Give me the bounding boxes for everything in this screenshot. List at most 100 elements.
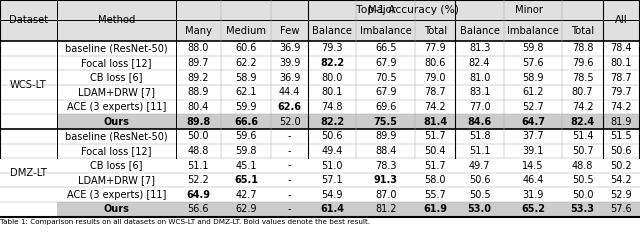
Text: Ours: Ours [104,205,129,215]
Text: 56.6: 56.6 [188,205,209,215]
Text: Balance: Balance [460,26,500,36]
Text: 84.6: 84.6 [468,117,492,127]
Text: 49.4: 49.4 [321,146,343,156]
Text: DMZ-LT: DMZ-LT [10,168,47,178]
Text: 65.1: 65.1 [234,175,258,185]
Text: 77.9: 77.9 [424,43,446,53]
Text: Total: Total [424,26,447,36]
Text: Total: Total [571,26,594,36]
Text: 36.9: 36.9 [279,43,300,53]
Text: 70.5: 70.5 [375,73,397,83]
Text: ACE (3 experts) [11]: ACE (3 experts) [11] [67,190,166,200]
Bar [0,173,640,187]
Text: 14.5: 14.5 [522,161,544,171]
Text: 31.9: 31.9 [522,190,544,200]
Text: ACE (3 experts) [11]: ACE (3 experts) [11] [67,102,166,112]
Text: 51.5: 51.5 [611,131,632,141]
Text: 74.2: 74.2 [424,102,446,112]
Text: Method: Method [98,15,135,26]
Text: Many: Many [185,26,212,36]
Text: 51.7: 51.7 [424,131,446,141]
Text: 89.8: 89.8 [186,117,211,127]
Text: 80.1: 80.1 [321,87,343,97]
Text: 51.1: 51.1 [188,161,209,171]
Text: 88.0: 88.0 [188,43,209,53]
Text: 78.4: 78.4 [611,43,632,53]
Bar [0,143,640,158]
Text: 52.2: 52.2 [188,175,209,185]
Text: WCS-LT: WCS-LT [10,80,47,90]
Text: Focal loss [12]: Focal loss [12] [81,58,152,68]
Text: 46.4: 46.4 [522,175,544,185]
Text: 80.1: 80.1 [611,58,632,68]
Text: 51.4: 51.4 [572,131,593,141]
Bar [0,129,640,143]
Text: 36.9: 36.9 [279,73,300,83]
Text: 49.7: 49.7 [469,161,490,171]
Text: LDAM+DRW [7]: LDAM+DRW [7] [78,175,155,185]
Text: 50.6: 50.6 [469,175,490,185]
Text: 74.2: 74.2 [611,102,632,112]
Text: 78.7: 78.7 [424,87,446,97]
Text: 80.7: 80.7 [572,87,593,97]
Text: 50.5: 50.5 [572,175,593,185]
Text: 66.5: 66.5 [375,43,397,53]
Text: 52.0: 52.0 [278,117,300,127]
Text: 81.4: 81.4 [423,117,447,127]
Text: 62.1: 62.1 [235,87,257,97]
Text: 51.0: 51.0 [321,161,343,171]
Text: 81.9: 81.9 [611,117,632,127]
Bar [0,100,640,114]
Text: baseline (ResNet-50): baseline (ResNet-50) [65,131,168,141]
Text: 59.6: 59.6 [235,131,257,141]
Text: 89.9: 89.9 [375,131,396,141]
Text: 79.7: 79.7 [611,87,632,97]
Text: 53.0: 53.0 [468,205,492,215]
Text: 88.9: 88.9 [188,87,209,97]
Text: Imbalance: Imbalance [507,26,559,36]
Text: 50.6: 50.6 [611,146,632,156]
Text: 78.5: 78.5 [572,73,593,83]
Bar [0,202,640,217]
Text: 42.7: 42.7 [235,190,257,200]
Text: LDAM+DRW [7]: LDAM+DRW [7] [78,87,155,97]
Text: 52.7: 52.7 [522,102,544,112]
Text: 78.3: 78.3 [375,161,397,171]
Text: 81.0: 81.0 [469,73,490,83]
Text: 58.0: 58.0 [424,175,446,185]
Text: 58.9: 58.9 [522,73,544,83]
Text: 52.9: 52.9 [611,190,632,200]
Bar [0,41,640,56]
Text: 50.5: 50.5 [468,190,490,200]
Bar [0,158,640,173]
Text: 64.7: 64.7 [521,117,545,127]
Text: 69.6: 69.6 [375,102,396,112]
Text: Focal loss [12]: Focal loss [12] [81,146,152,156]
Text: 60.6: 60.6 [236,43,257,53]
Text: 62.2: 62.2 [235,58,257,68]
Text: 89.2: 89.2 [188,73,209,83]
Text: 66.6: 66.6 [234,117,258,127]
Text: 89.7: 89.7 [188,58,209,68]
Text: CB loss [6]: CB loss [6] [90,73,143,83]
Text: Minor: Minor [515,5,543,15]
Text: 78.8: 78.8 [572,43,593,53]
Text: 87.0: 87.0 [375,190,397,200]
Text: 79.3: 79.3 [321,43,343,53]
Text: 59.8: 59.8 [522,43,544,53]
Text: 57.1: 57.1 [321,175,343,185]
Text: 39.1: 39.1 [522,146,544,156]
Text: baseline (ResNet-50): baseline (ResNet-50) [65,43,168,53]
Bar [0,21,640,41]
Text: -: - [288,146,291,156]
Text: 55.7: 55.7 [424,190,446,200]
Text: 62.6: 62.6 [278,102,301,112]
Text: 50.4: 50.4 [424,146,446,156]
Text: 64.9: 64.9 [186,190,211,200]
Text: Major: Major [368,5,396,15]
Text: 61.4: 61.4 [320,205,344,215]
Text: -: - [288,131,291,141]
Bar [0,41,57,129]
Text: 78.7: 78.7 [611,73,632,83]
Text: 80.0: 80.0 [321,73,343,83]
